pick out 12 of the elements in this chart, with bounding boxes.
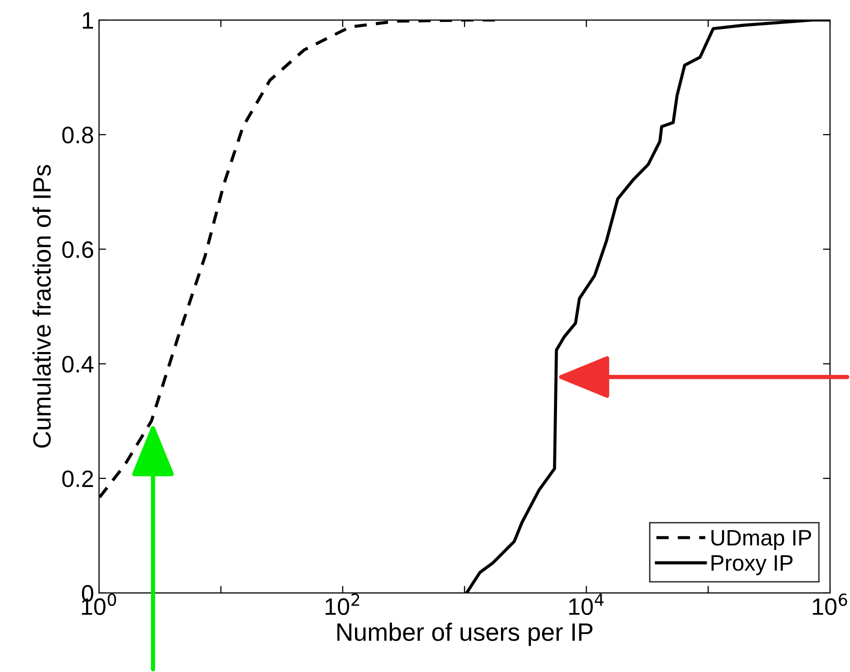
x-axis-title: Number of users per IP xyxy=(337,622,592,646)
y-axis-title: Cumulative fraction of IPs xyxy=(32,164,51,448)
y-tick-label: 0.2 xyxy=(62,470,93,488)
y-tick-label: 1 xyxy=(82,12,94,29)
x-tick-label: 10$^{6}$ xyxy=(812,593,848,615)
legend-label: Proxy IP xyxy=(712,555,793,576)
x-tick-label: 10$^{2}$ xyxy=(326,593,360,615)
y-tick-label: 0.8 xyxy=(62,126,94,144)
legend-label: UDmap IP xyxy=(711,530,812,550)
y-tick-label: 0.4 xyxy=(62,356,94,373)
x-tick-label: 10$^{4}$ xyxy=(569,594,604,616)
y-tick-label: 0.6 xyxy=(62,241,94,258)
